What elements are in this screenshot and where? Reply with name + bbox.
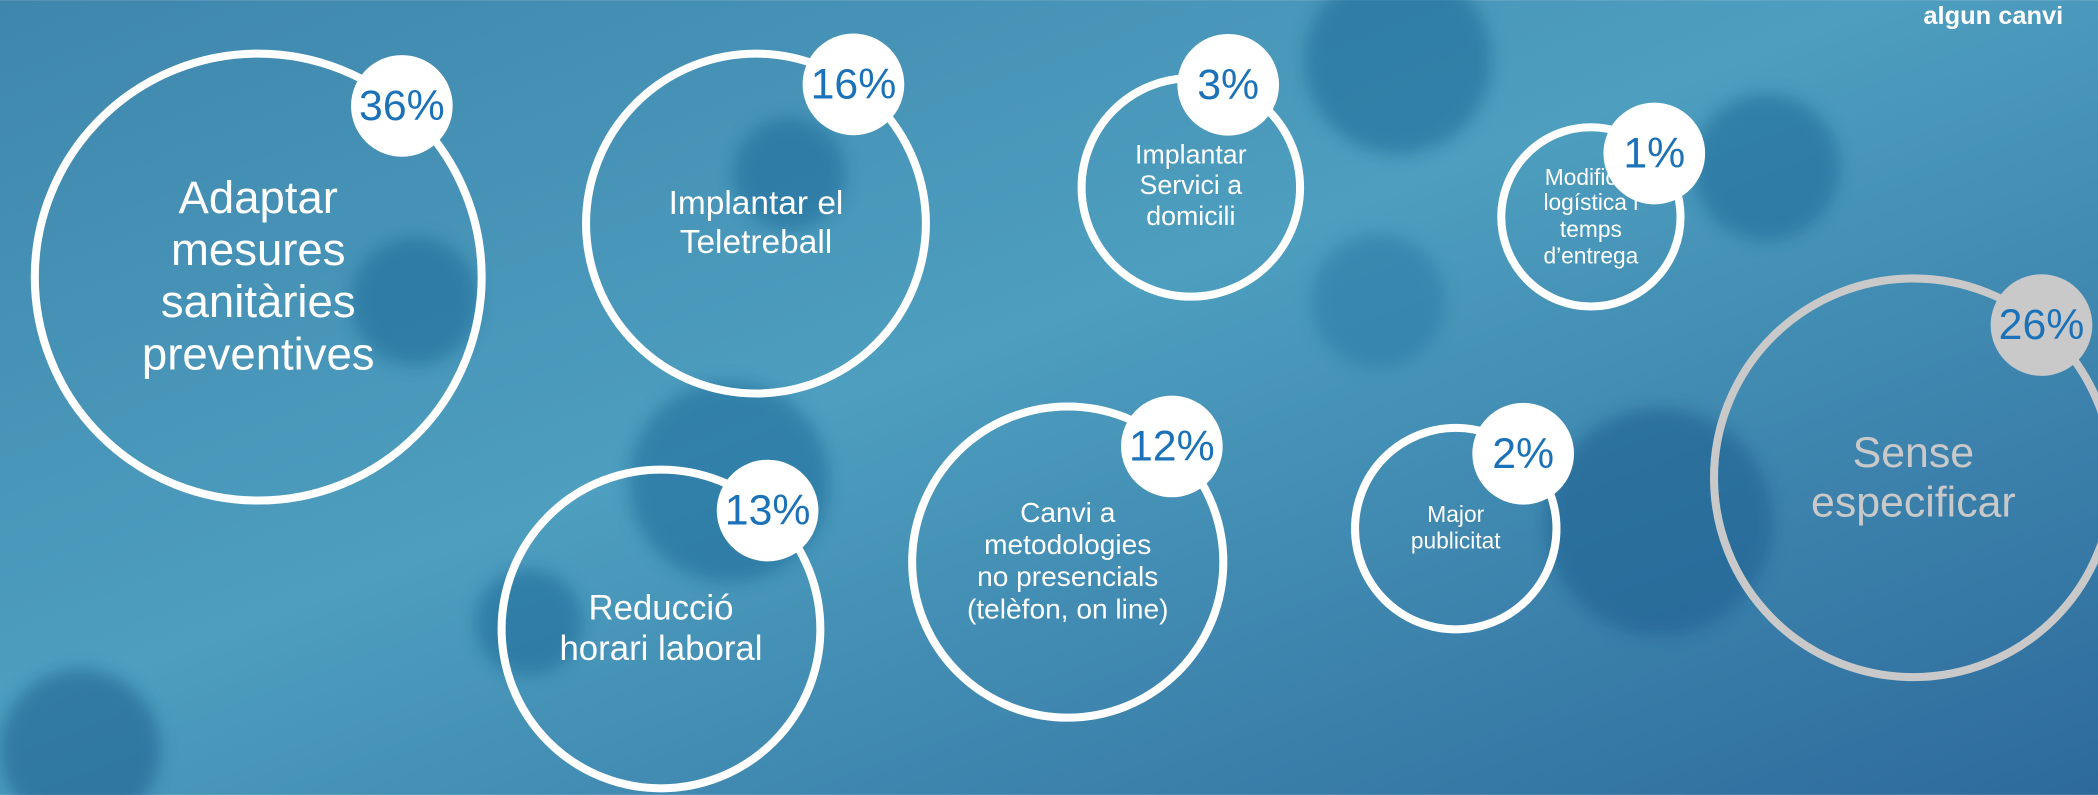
bubble: [582, 49, 930, 398]
bubble-label: Implantar el Teletreball: [668, 185, 844, 262]
bubble-label-box: Canvi a metodologies no presencials (tel…: [966, 497, 1169, 626]
virus-shape: [1311, 234, 1446, 369]
percent-badge: [1120, 395, 1223, 498]
bubble-label-box: Implantar Servici a domicili: [1135, 141, 1247, 233]
bubble: [1497, 123, 1685, 311]
bubble-label: Implantar Servici a domicili: [1135, 141, 1247, 233]
percent-badge: [1603, 102, 1706, 205]
bubble-label-box: Sense especificar: [1811, 428, 2016, 526]
percent-badge: [1472, 402, 1575, 505]
percent-label: 36%: [359, 82, 445, 130]
percent-badge: [351, 55, 453, 157]
virus-shape: [1692, 93, 1840, 241]
title: algun canvi: [1923, 2, 2063, 30]
bubble: [908, 402, 1228, 722]
virus-shape: [1545, 408, 1773, 636]
bubble: [1351, 423, 1561, 634]
percent-badge: [802, 33, 905, 136]
percent-label: 16%: [811, 60, 897, 108]
percent-badge: [1177, 33, 1280, 136]
virus-shape: [0, 669, 161, 795]
percent-label: 2%: [1492, 430, 1554, 478]
bubble: [1710, 274, 2098, 682]
percent-label: 13%: [725, 487, 811, 535]
virus-shape: [1304, 0, 1492, 154]
percent-label: 1%: [1623, 129, 1685, 177]
percent-label: 26%: [1999, 301, 2085, 349]
percent-label: 3%: [1197, 61, 1259, 109]
bubble-label: Sense especificar: [1811, 428, 2016, 526]
bubble-label-box: Major publicitat: [1410, 502, 1501, 555]
bubble-label-box: Adaptar mesures sanitàries preventives: [141, 172, 375, 381]
virus-shape: [350, 236, 480, 366]
bubble-label: Major publicitat: [1410, 502, 1501, 555]
percent-badge: [716, 459, 819, 562]
bubble-label: Reducció horari laboral: [559, 587, 763, 668]
bubble: [497, 465, 825, 793]
bubble-label-box: Reducció horari laboral: [559, 587, 763, 668]
percent-badge: [1990, 274, 2093, 376]
percent-label: 12%: [1129, 422, 1215, 470]
bubble-label: Adaptar mesures sanitàries preventives: [141, 172, 375, 381]
bubble-label-box: Implantar el Teletreball: [668, 185, 844, 262]
virus-shape: [733, 117, 846, 231]
bubble-label: Canvi a metodologies no presencials (tel…: [966, 497, 1169, 626]
bubble: [30, 49, 486, 505]
